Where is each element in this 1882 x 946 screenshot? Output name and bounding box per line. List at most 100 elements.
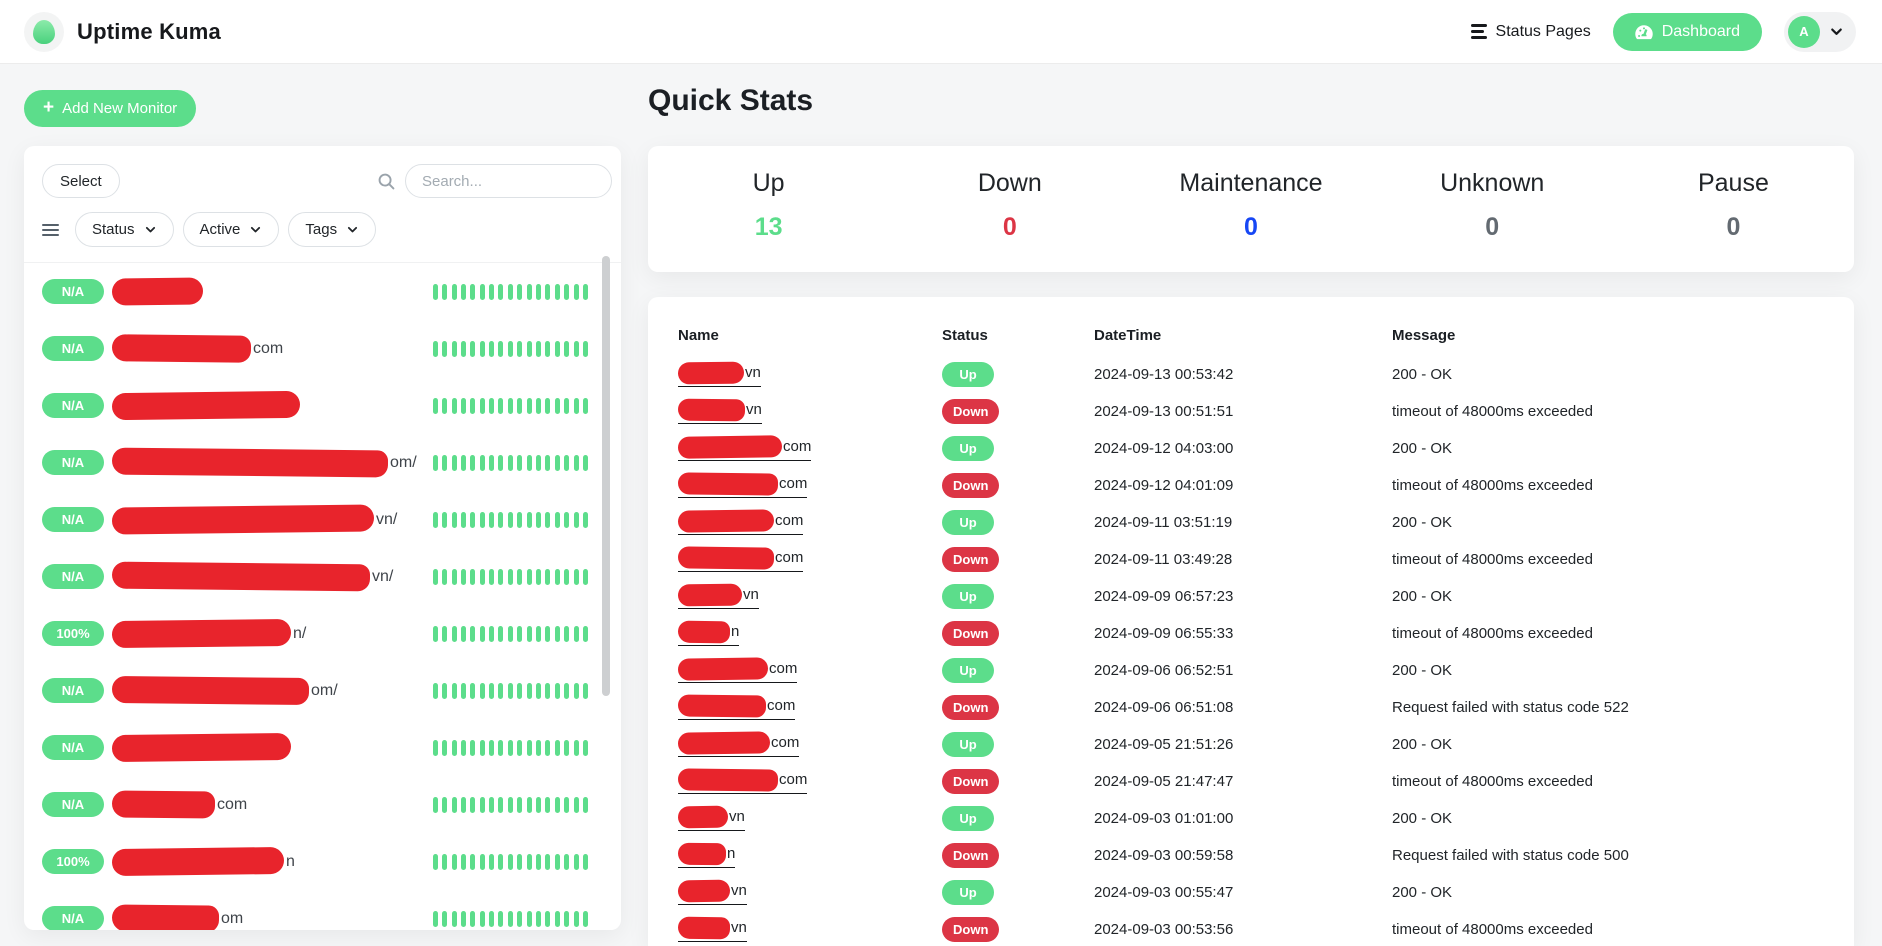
page-title: Quick Stats	[648, 84, 814, 117]
monitor-list-item[interactable]: 100% n	[24, 833, 621, 890]
redacted-monitor-name	[677, 361, 745, 384]
heartbeat-bar	[432, 397, 588, 414]
monitor-list-item[interactable]: N/A om/	[24, 434, 621, 491]
stat-label: Maintenance	[1179, 169, 1323, 197]
monitor-name-link[interactable]: com	[677, 508, 804, 535]
status-badge: Down	[942, 399, 1000, 424]
monitor-name-link[interactable]: com	[677, 693, 796, 720]
monitor-list-item[interactable]: N/A	[24, 377, 621, 434]
stat-value: 13	[754, 213, 783, 241]
uptime-badge: N/A	[42, 792, 104, 817]
chevron-down-icon	[348, 226, 358, 233]
monitor-name-link[interactable]: com	[677, 434, 812, 461]
monitor-list-panel: Select Status Active Tags N/A N/A com	[24, 146, 621, 930]
status-badge: Down	[942, 917, 1000, 942]
stat-label: Up	[752, 169, 785, 197]
monitor-name-link[interactable]: com	[677, 471, 808, 498]
monitor-name-link[interactable]: vn	[677, 879, 747, 905]
table-row: vn Up 2024-09-09 06:57:23 200 - OK	[677, 578, 1824, 615]
monitor-name-suffix: om/	[311, 681, 338, 699]
table-row: vn Up 2024-09-13 00:53:42 200 - OK	[677, 356, 1824, 393]
monitor-name-link[interactable]: vn	[677, 805, 745, 831]
stat-value: 0	[1485, 213, 1500, 241]
event-datetime: 2024-09-09 06:55:33	[1094, 625, 1234, 642]
column-header-status: Status	[942, 327, 988, 344]
uptime-badge: N/A	[42, 507, 104, 532]
monitor-name-suffix: n/	[293, 624, 307, 642]
filter-tags-dropdown[interactable]: Tags	[288, 212, 377, 247]
heartbeat-bar	[432, 625, 588, 642]
monitor-name-link[interactable]: vn	[677, 916, 747, 942]
redacted-monitor-name	[111, 618, 292, 649]
stat-value: 0	[1002, 213, 1017, 241]
user-menu[interactable]: A	[1784, 11, 1856, 52]
event-datetime: 2024-09-05 21:51:26	[1094, 736, 1234, 753]
table-row: com Up 2024-09-11 03:51:19 200 - OK	[677, 504, 1824, 541]
scrollbar-thumb[interactable]	[602, 256, 610, 696]
brand: Uptime Kuma	[24, 11, 221, 52]
redacted-monitor-name	[111, 447, 389, 478]
monitor-name-suffix: om	[221, 909, 244, 927]
monitor-list-item[interactable]: N/A	[24, 263, 621, 320]
status-badge: Down	[942, 769, 1000, 794]
status-badge: Down	[942, 473, 1000, 498]
monitor-name-suffix: com	[779, 475, 808, 492]
redacted-monitor-name	[677, 583, 743, 606]
redacted-monitor-name	[111, 846, 285, 877]
monitor-list: N/A N/A com N/A N/A om/ N/A vn/ N/A vn/ …	[24, 263, 621, 930]
monitor-name-link[interactable]: com	[677, 545, 804, 572]
event-message: 200 - OK	[1392, 884, 1453, 901]
monitor-name-link[interactable]: vn	[677, 583, 759, 609]
uptime-badge: 100%	[42, 849, 104, 874]
filter-tags-label: Tags	[305, 221, 338, 238]
monitor-list-item[interactable]: N/A com	[24, 320, 621, 377]
monitor-name-link[interactable]: com	[677, 730, 800, 757]
monitor-list-item[interactable]: N/A vn/	[24, 491, 621, 548]
uptime-badge: N/A	[42, 279, 104, 304]
status-badge: Up	[942, 362, 994, 387]
monitor-list-item[interactable]: N/A com	[24, 776, 621, 833]
event-datetime: 2024-09-13 00:51:51	[1094, 403, 1234, 420]
status-badge: Down	[942, 621, 1000, 646]
heartbeat-bar	[432, 283, 588, 300]
monitor-name-link[interactable]: vn	[677, 361, 761, 387]
stat-label: Down	[977, 169, 1042, 197]
stat-column: Up 13	[648, 169, 889, 272]
stat-label: Unknown	[1440, 169, 1545, 197]
select-button[interactable]: Select	[42, 164, 120, 198]
monitor-list-item[interactable]: N/A om/	[24, 662, 621, 719]
uptime-kuma-logo-icon	[24, 11, 64, 52]
status-pages-link[interactable]: Status Pages	[1470, 23, 1591, 41]
monitor-name-link[interactable]: n	[677, 620, 740, 646]
event-message: 200 - OK	[1392, 810, 1453, 827]
heartbeat-bar	[432, 739, 588, 756]
monitor-name-suffix: vn	[729, 808, 745, 825]
status-badge: Down	[942, 695, 1000, 720]
add-new-monitor-button[interactable]: + Add New Monitor	[24, 90, 197, 127]
status-badge: Up	[942, 584, 994, 609]
redacted-monitor-name	[111, 390, 301, 421]
list-layout-icon[interactable]	[42, 223, 59, 236]
monitor-name-link[interactable]: com	[677, 656, 798, 683]
monitor-name-suffix: vn/	[376, 510, 398, 528]
monitor-list-item[interactable]: N/A vn/	[24, 548, 621, 605]
search-input[interactable]	[405, 164, 612, 198]
monitor-name-link[interactable]: n	[677, 842, 736, 868]
monitor-name-link[interactable]: com	[677, 767, 808, 794]
monitor-list-item[interactable]: N/A	[24, 719, 621, 776]
filter-status-dropdown[interactable]: Status	[75, 212, 174, 247]
heartbeat-bar	[432, 796, 588, 813]
filter-active-dropdown[interactable]: Active	[182, 212, 280, 247]
dashboard-button[interactable]: Dashboard	[1612, 12, 1762, 51]
monitor-name-link[interactable]: vn	[677, 398, 762, 424]
app-title: Uptime Kuma	[77, 18, 221, 44]
uptime-badge: N/A	[42, 735, 104, 760]
table-row: vn Up 2024-09-03 00:55:47 200 - OK	[677, 874, 1824, 911]
redacted-monitor-name	[111, 561, 371, 592]
monitor-list-item[interactable]: N/A om	[24, 890, 621, 930]
monitor-list-item[interactable]: 100% n/	[24, 605, 621, 662]
column-header-message: Message	[1392, 327, 1456, 344]
divider	[24, 262, 621, 263]
column-header-name: Name	[678, 327, 719, 344]
redacted-monitor-name	[677, 545, 775, 570]
